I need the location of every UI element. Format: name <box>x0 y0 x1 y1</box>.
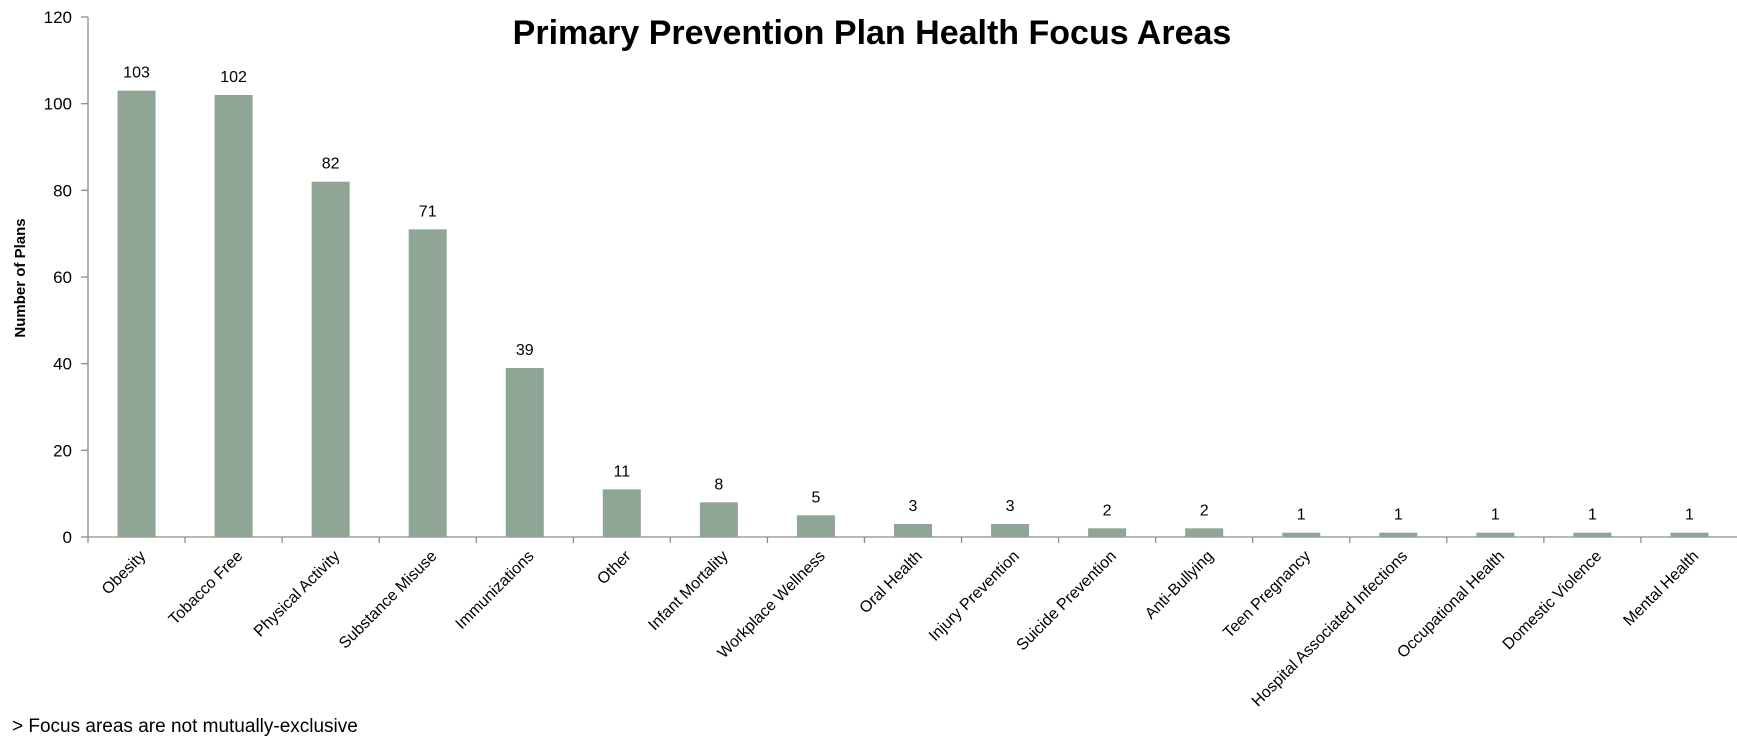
bar <box>408 229 447 538</box>
bar <box>1476 532 1515 537</box>
x-category-label: Injury Prevention <box>926 548 1023 645</box>
y-tick-label: 60 <box>53 268 72 287</box>
x-category-label: Obesity <box>99 548 149 598</box>
x-category-label: Oral Health <box>857 548 926 617</box>
bar <box>117 90 156 538</box>
chart-title: Primary Prevention Plan Health Focus Are… <box>513 14 1232 52</box>
x-category-label: Other <box>594 547 635 588</box>
y-tick-label: 0 <box>63 528 72 547</box>
data-label: 1 <box>1685 507 1694 524</box>
bar <box>214 95 253 537</box>
x-category-label: Teen Pregnancy <box>1220 548 1314 642</box>
data-label: 1 <box>1491 507 1500 524</box>
data-label: 82 <box>322 156 340 173</box>
bar <box>311 181 350 537</box>
bar <box>796 515 835 537</box>
x-axis-ticks: Obesity Tobacco Free Physical ActivitySubs… <box>87 537 1702 710</box>
data-label: 3 <box>1006 498 1015 515</box>
data-label: 8 <box>714 476 723 493</box>
x-category-label: Infant Mortality <box>645 548 731 634</box>
bar <box>699 502 738 537</box>
y-tick-label: 100 <box>44 95 72 114</box>
bar <box>991 524 1030 537</box>
data-label: 11 <box>614 463 631 480</box>
data-label: 102 <box>220 69 247 86</box>
x-category-label: Suicide Prevention <box>1014 548 1120 654</box>
bar <box>1185 528 1224 537</box>
bar <box>1379 532 1418 537</box>
x-category-label: Physical Activity <box>251 548 343 640</box>
y-tick-label: 80 <box>53 181 72 200</box>
data-label: 1 <box>1588 507 1597 524</box>
data-label: 39 <box>516 342 534 359</box>
x-category-label: Anti-Bullying <box>1142 548 1217 623</box>
y-tick-label: 120 <box>44 8 72 27</box>
data-label: 103 <box>123 65 150 82</box>
data-label: 1 <box>1297 507 1306 524</box>
bar <box>505 368 544 537</box>
data-label: 1 <box>1394 507 1403 524</box>
y-tick-label: 40 <box>53 355 72 374</box>
x-category-label: Mental Health <box>1620 548 1702 630</box>
x-category-label: Workplace Wellness <box>715 548 829 662</box>
data-label: 5 <box>811 489 820 506</box>
x-category-label: Substance Misuse <box>336 548 441 653</box>
footnote: > Focus areas are not mutually-exclusive <box>12 716 358 737</box>
x-category-label: Tobacco Free <box>166 548 247 629</box>
bar <box>1670 532 1709 537</box>
data-label: 2 <box>1200 502 1209 519</box>
bar <box>1282 532 1321 537</box>
data-label: 2 <box>1103 502 1112 519</box>
x-category-label: Immunizations <box>453 548 538 633</box>
x-category-label: Occupational Health <box>1394 548 1508 662</box>
bar <box>1088 528 1127 537</box>
bar <box>602 489 641 537</box>
bar <box>894 524 932 537</box>
y-axis-label: Number of Plans <box>12 218 29 337</box>
data-label: 71 <box>419 203 437 220</box>
x-category-label: Hospital Associated Infections <box>1249 548 1411 710</box>
data-label: 3 <box>909 498 918 515</box>
y-axis-ticks: 0 20 40 60 80 100 120 <box>44 8 88 547</box>
x-category-label: Domestic Violence <box>1500 548 1606 654</box>
y-tick-label: 20 <box>53 441 72 460</box>
bar <box>1573 532 1612 537</box>
